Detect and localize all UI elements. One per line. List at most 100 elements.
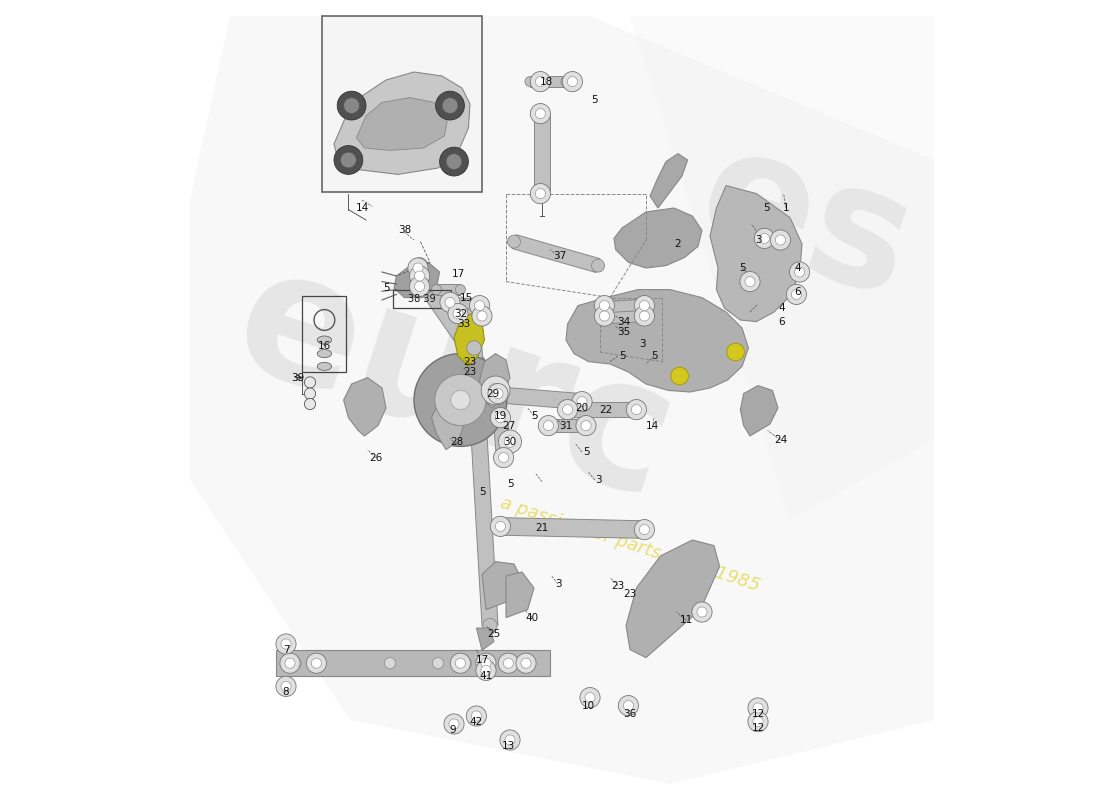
Circle shape <box>414 354 507 446</box>
Circle shape <box>490 382 502 394</box>
Circle shape <box>519 658 530 669</box>
Text: 5: 5 <box>507 479 514 489</box>
Circle shape <box>536 189 546 198</box>
Polygon shape <box>506 572 534 618</box>
Circle shape <box>416 275 429 288</box>
Text: 5: 5 <box>591 95 597 105</box>
Circle shape <box>481 658 492 669</box>
Text: 4: 4 <box>779 303 785 313</box>
Ellipse shape <box>317 350 331 358</box>
Text: 16: 16 <box>318 341 331 350</box>
Polygon shape <box>630 16 934 520</box>
Circle shape <box>411 258 428 274</box>
Circle shape <box>470 295 490 316</box>
Bar <box>393 290 451 308</box>
Text: 35: 35 <box>617 327 630 337</box>
Circle shape <box>384 658 396 669</box>
Text: 3: 3 <box>595 475 602 485</box>
Text: 5: 5 <box>739 263 746 273</box>
Circle shape <box>754 703 763 713</box>
Circle shape <box>640 300 652 311</box>
Circle shape <box>493 389 503 398</box>
Text: 36: 36 <box>624 709 637 718</box>
Circle shape <box>450 653 471 674</box>
Circle shape <box>572 391 592 412</box>
Circle shape <box>448 303 469 324</box>
Text: 11: 11 <box>680 615 693 625</box>
Text: 41: 41 <box>480 671 493 681</box>
Polygon shape <box>534 114 550 194</box>
Circle shape <box>498 453 508 462</box>
Circle shape <box>639 301 649 310</box>
Text: 5: 5 <box>478 487 485 497</box>
Circle shape <box>343 98 360 114</box>
Text: 40: 40 <box>526 613 539 622</box>
Polygon shape <box>566 290 748 392</box>
Text: 5: 5 <box>618 351 625 361</box>
Circle shape <box>748 711 768 732</box>
Text: 12: 12 <box>751 709 764 718</box>
Polygon shape <box>493 417 510 458</box>
Text: 17: 17 <box>451 269 464 278</box>
Circle shape <box>535 186 549 201</box>
Polygon shape <box>740 386 778 436</box>
Circle shape <box>671 367 689 385</box>
Circle shape <box>578 397 587 406</box>
Text: 25: 25 <box>487 629 500 638</box>
Circle shape <box>409 276 430 297</box>
Bar <box>322 16 482 192</box>
Polygon shape <box>476 628 494 650</box>
Text: 3: 3 <box>639 339 646 349</box>
Circle shape <box>498 653 518 674</box>
Circle shape <box>494 447 514 468</box>
Circle shape <box>491 407 510 428</box>
Circle shape <box>285 658 295 668</box>
Polygon shape <box>604 299 647 314</box>
Circle shape <box>692 602 712 622</box>
Circle shape <box>305 398 316 410</box>
Polygon shape <box>416 278 502 392</box>
Circle shape <box>475 386 490 401</box>
Circle shape <box>472 711 482 721</box>
Text: 10: 10 <box>582 701 595 710</box>
Circle shape <box>538 415 559 436</box>
Text: 4: 4 <box>794 263 801 273</box>
Circle shape <box>594 306 615 326</box>
Text: 28: 28 <box>450 437 463 446</box>
Circle shape <box>580 420 592 431</box>
Circle shape <box>412 263 424 273</box>
Text: 9: 9 <box>449 725 455 734</box>
Circle shape <box>794 267 804 277</box>
Text: 12: 12 <box>751 723 764 733</box>
Circle shape <box>786 284 806 305</box>
Text: 37: 37 <box>553 251 566 261</box>
Text: 5: 5 <box>651 351 658 361</box>
Circle shape <box>791 290 802 299</box>
Text: 27: 27 <box>502 421 515 430</box>
Circle shape <box>446 298 455 307</box>
Text: 15: 15 <box>460 293 473 302</box>
Circle shape <box>543 421 553 430</box>
Circle shape <box>585 693 595 702</box>
Circle shape <box>447 154 462 170</box>
Polygon shape <box>356 98 448 150</box>
Polygon shape <box>394 262 440 298</box>
Polygon shape <box>431 400 463 450</box>
Circle shape <box>474 301 485 310</box>
Circle shape <box>568 77 578 86</box>
Text: 26: 26 <box>368 453 382 462</box>
Circle shape <box>488 383 503 398</box>
Circle shape <box>727 343 745 361</box>
Polygon shape <box>512 234 600 273</box>
Circle shape <box>759 234 769 243</box>
Text: 3: 3 <box>755 235 761 245</box>
Circle shape <box>639 311 649 321</box>
Circle shape <box>451 390 470 410</box>
Circle shape <box>542 420 554 431</box>
Polygon shape <box>455 308 485 322</box>
Text: 5: 5 <box>530 411 537 421</box>
Circle shape <box>488 383 508 404</box>
Circle shape <box>530 183 550 204</box>
Text: 23: 23 <box>463 357 476 366</box>
Text: 2: 2 <box>674 239 681 249</box>
